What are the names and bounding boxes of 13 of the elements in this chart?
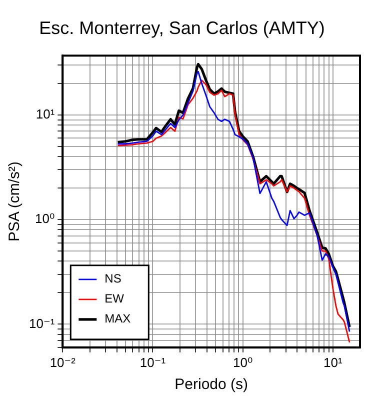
y-tick-label: 10¹ [36, 106, 56, 122]
x-tick-label: 10⁻¹ [140, 354, 166, 370]
legend-label: MAX [104, 312, 131, 326]
chart-title: Esc. Monterrey, San Carlos (AMTY) [39, 18, 325, 38]
y-axis-title: PSA (cm/s²) [6, 161, 24, 242]
y-tick-label: 10⁻¹ [28, 316, 56, 331]
x-tick-label: 10¹ [323, 354, 343, 370]
x-axis-title: Periodo (s) [174, 376, 248, 394]
x-tick-label: 10⁻² [50, 354, 76, 370]
y-tick-label: 10⁰ [34, 211, 55, 226]
legend-label: EW [104, 292, 125, 306]
legend-label: NS [104, 272, 122, 286]
x-tick-label: 10⁰ [232, 354, 253, 370]
